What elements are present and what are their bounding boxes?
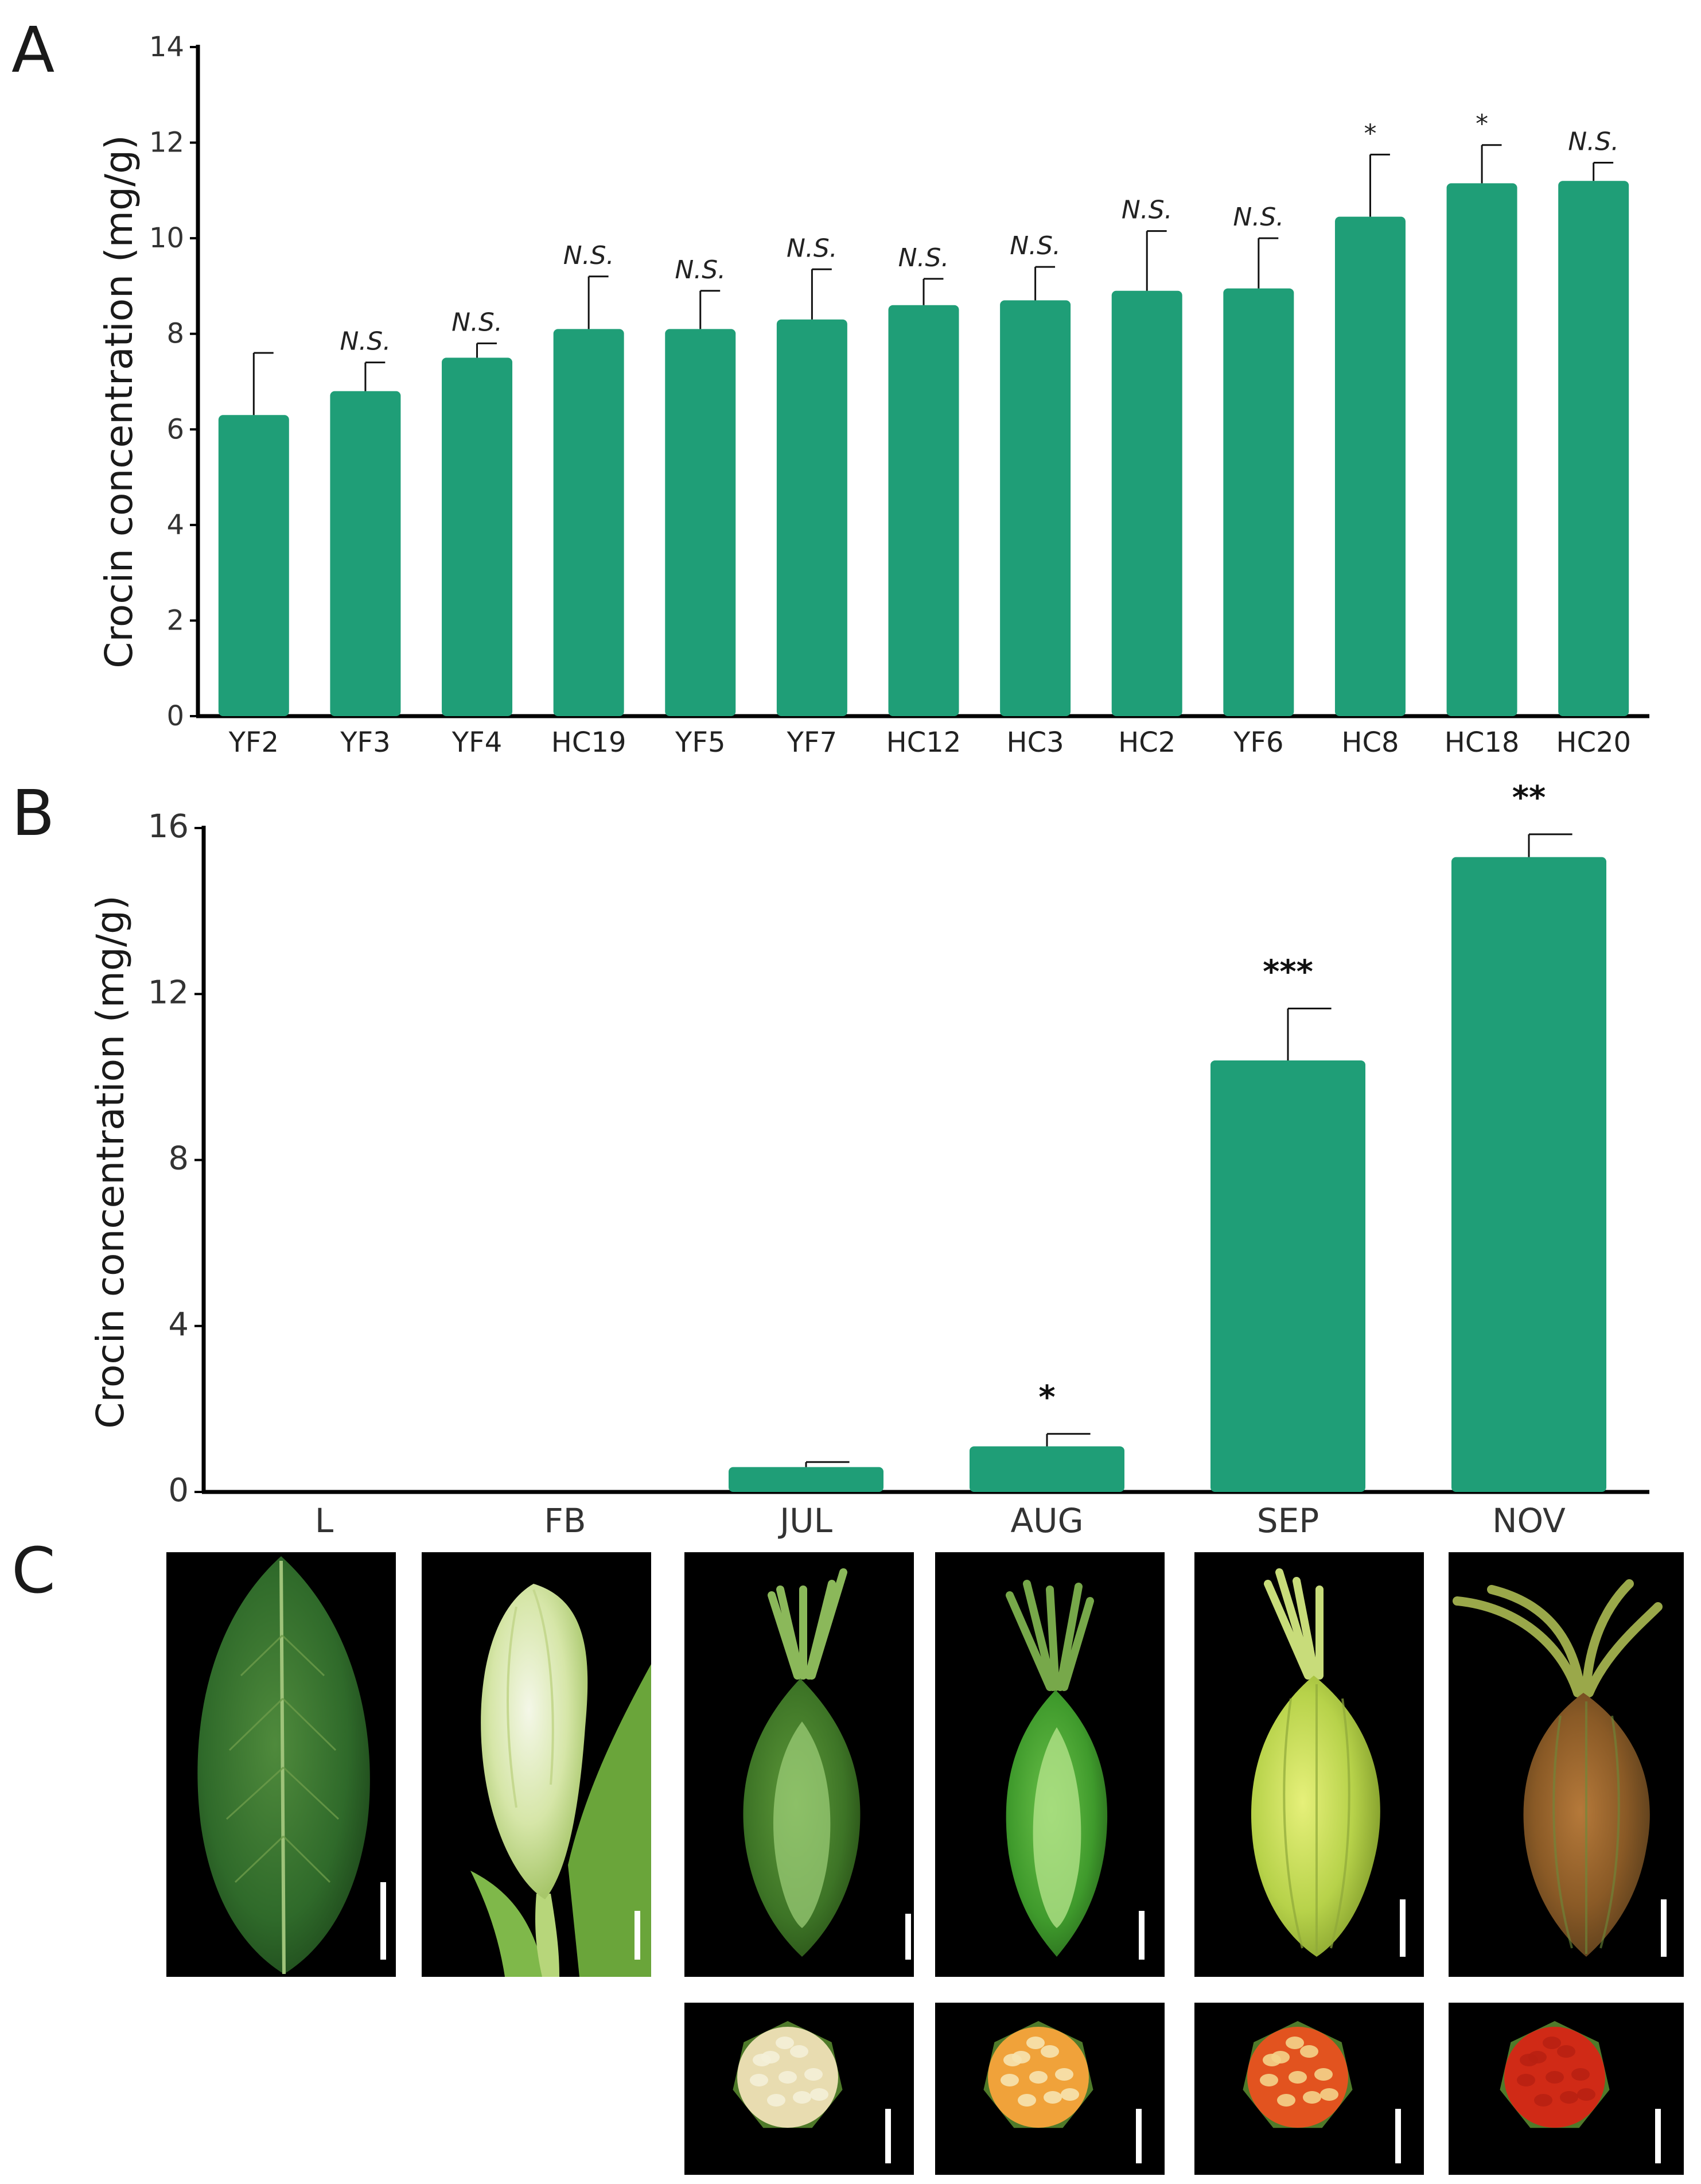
y-tick-label: 12 bbox=[148, 974, 189, 1011]
cross-section-jul bbox=[684, 2003, 914, 2175]
y-tick-label: 2 bbox=[166, 604, 184, 636]
photo-fruit-aug bbox=[935, 1552, 1165, 1977]
x-tick-label: HC2 bbox=[1118, 726, 1175, 759]
x-tick-label: HC3 bbox=[1007, 726, 1064, 759]
scale-bar bbox=[635, 1911, 640, 1960]
x-tick-label: HC20 bbox=[1556, 726, 1631, 759]
x-tick-label: HC19 bbox=[551, 726, 626, 759]
scale-bar bbox=[1400, 1899, 1406, 1957]
panel-letter-c: C bbox=[11, 1534, 56, 1607]
scale-bar bbox=[1655, 2109, 1661, 2163]
y-tick-label: 8 bbox=[168, 1140, 189, 1178]
panel-letter-a: A bbox=[11, 13, 55, 87]
x-tick-label: YF7 bbox=[787, 726, 837, 759]
cross-sections bbox=[684, 2003, 1684, 2175]
bar-hc3 bbox=[1000, 300, 1071, 716]
bar-hc2 bbox=[1111, 290, 1182, 716]
y-tick-label: 4 bbox=[166, 509, 184, 541]
significance-label: N.S. bbox=[451, 308, 503, 337]
x-tick-label: YF5 bbox=[675, 726, 725, 759]
chart-b-bars: L FB JUL * AUG *** SEP ** NOV bbox=[315, 779, 1606, 1540]
significance-label: N.S. bbox=[1122, 196, 1173, 225]
x-tick-label: FB bbox=[544, 1501, 586, 1540]
photo-fruit-nov bbox=[1449, 1552, 1684, 1977]
bar-yf2 bbox=[218, 415, 289, 716]
significance-label: *** bbox=[1263, 954, 1313, 991]
photo-fruit-jul bbox=[684, 1552, 914, 1977]
significance-label: N.S. bbox=[675, 255, 726, 285]
bar-yf5 bbox=[665, 329, 736, 716]
photo-leaf bbox=[166, 1552, 396, 1977]
bar-nov bbox=[1451, 857, 1606, 1492]
significance-label: N.S. bbox=[1233, 203, 1284, 232]
x-tick-label: YF3 bbox=[340, 726, 390, 759]
x-tick-label: HC12 bbox=[886, 726, 962, 759]
scale-bar bbox=[905, 1914, 911, 1960]
chart-a: Crocin concentration (mg/g) 02468101214 … bbox=[97, 31, 1649, 759]
panel-letter-b: B bbox=[11, 776, 55, 850]
x-tick-label: HC8 bbox=[1341, 726, 1399, 759]
cross-section-nov bbox=[1449, 2003, 1684, 2175]
y-tick-label: 6 bbox=[166, 413, 184, 445]
significance-label: N.S. bbox=[1568, 127, 1619, 157]
significance-label: N.S. bbox=[898, 243, 949, 273]
photo-flower-bud bbox=[422, 1552, 651, 1977]
x-tick-label: SEP bbox=[1257, 1501, 1319, 1540]
significance-label: N.S. bbox=[1010, 231, 1061, 261]
y-tick-label: 16 bbox=[148, 808, 189, 845]
y-tick-label: 14 bbox=[149, 31, 184, 63]
bar-yf4 bbox=[442, 357, 513, 716]
bar-hc19 bbox=[553, 329, 624, 716]
significance-label: * bbox=[1476, 110, 1488, 139]
flower-bud-icon bbox=[481, 1584, 588, 1899]
bar-hc8 bbox=[1334, 216, 1406, 716]
bar-aug bbox=[970, 1446, 1124, 1492]
y-tick-label: 8 bbox=[166, 318, 184, 350]
bar-jul bbox=[729, 1467, 883, 1492]
cross-section-aug bbox=[935, 2003, 1165, 2175]
y-tick-label: 0 bbox=[166, 700, 184, 732]
bar-hc18 bbox=[1446, 183, 1517, 717]
scale-bar bbox=[1136, 2109, 1142, 2163]
scale-bar bbox=[380, 1882, 386, 1960]
scale-bar bbox=[1395, 2109, 1401, 2163]
x-tick-label: YF4 bbox=[451, 726, 502, 759]
chart-b-axes: 0 4 8 12 16 bbox=[148, 808, 1649, 1509]
significance-label: N.S. bbox=[787, 234, 838, 263]
y-tick-label: 10 bbox=[149, 222, 184, 254]
chart-b-ylabel: Crocin concentration (mg/g) bbox=[88, 895, 133, 1428]
y-tick-label: 12 bbox=[149, 127, 184, 159]
bar-hc20 bbox=[1558, 181, 1629, 716]
significance-label: * bbox=[1364, 119, 1376, 148]
scale-bar bbox=[1139, 1911, 1145, 1960]
bar-yf6 bbox=[1223, 288, 1294, 716]
cross-section-sep bbox=[1194, 2003, 1424, 2175]
significance-label: * bbox=[1038, 1379, 1055, 1416]
x-tick-label: YF2 bbox=[228, 726, 279, 759]
bar-sep bbox=[1210, 1060, 1365, 1492]
scale-bar bbox=[1661, 1899, 1667, 1957]
photo-panel bbox=[166, 1552, 1684, 2175]
photo-fruit-sep bbox=[1194, 1552, 1424, 1977]
x-tick-label: HC18 bbox=[1445, 726, 1520, 759]
x-tick-label: NOV bbox=[1492, 1501, 1566, 1540]
bar-hc12 bbox=[888, 305, 959, 716]
significance-label: N.S. bbox=[340, 327, 391, 356]
scale-bar bbox=[885, 2109, 891, 2163]
x-tick-label: L bbox=[315, 1501, 333, 1540]
chart-a-axes: 0 2 4 6 8 10 12 14 bbox=[149, 31, 1649, 732]
significance-label: N.S. bbox=[563, 241, 614, 270]
x-tick-label: YF6 bbox=[1233, 726, 1283, 759]
chart-a-bars: YF2 N.S. YF3 N.S. YF4 N.S. HC19 N.S. YF5 N.S. YF7 N… bbox=[218, 110, 1631, 759]
chart-b: Crocin concentration (mg/g) 0 4 8 12 16 L FB J… bbox=[88, 779, 1649, 1540]
bar-yf3 bbox=[330, 391, 401, 716]
y-tick-label: 0 bbox=[168, 1472, 189, 1509]
chart-a-ylabel: Crocin concentration (mg/g) bbox=[97, 135, 141, 668]
significance-label: ** bbox=[1512, 779, 1546, 817]
x-tick-label: JUL bbox=[778, 1501, 832, 1540]
bar-yf7 bbox=[776, 319, 847, 716]
x-tick-label: AUG bbox=[1010, 1501, 1083, 1540]
y-tick-label: 4 bbox=[168, 1306, 189, 1343]
